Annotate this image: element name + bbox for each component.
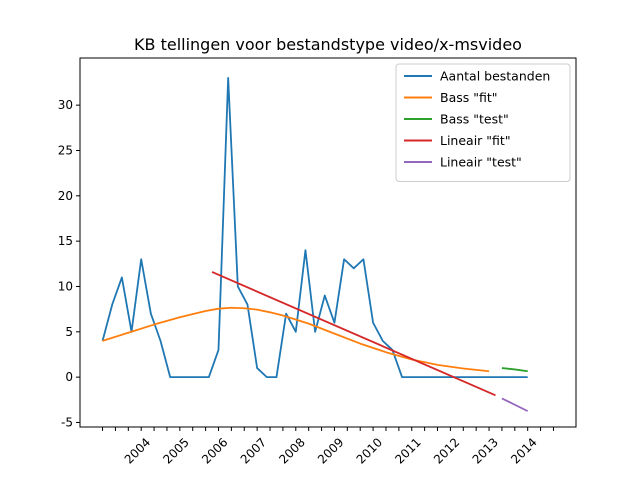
- legend-label: Lineair "fit": [440, 133, 511, 148]
- y-tick-label: 5: [65, 325, 73, 339]
- x-tick-label: 2008: [276, 435, 307, 466]
- y-tick-label: 25: [58, 143, 73, 157]
- y-tick-label: -5: [61, 415, 73, 429]
- plot-frame: [79, 57, 577, 428]
- x-tick-label: 2007: [238, 435, 269, 466]
- x-tick-label: 2014: [508, 435, 539, 466]
- x-tick-label: 2012: [431, 435, 462, 466]
- series-layer: [101, 77, 529, 412]
- x-tick-label: 2006: [199, 435, 230, 466]
- legend-label: Lineair "test": [440, 155, 522, 170]
- legend-label: Aantal bestanden: [440, 69, 550, 84]
- y-tick-label: 10: [58, 279, 73, 293]
- series-line-5: [501, 397, 529, 412]
- series-line-4: [211, 271, 496, 397]
- series-line-1: [101, 77, 528, 379]
- x-tick-label: 2009: [315, 435, 346, 466]
- x-tick-label: 2005: [160, 435, 191, 466]
- y-axis: -5 0 5 10 15 20 25 30: [58, 98, 80, 429]
- x-tick-label: 2004: [122, 435, 153, 466]
- y-tick-label: 0: [65, 370, 73, 384]
- y-tick-label: 30: [58, 98, 73, 112]
- x-axis: 2004 2005 2006 2007 2008 2009 2010 2011 2012 2013…: [102, 427, 554, 467]
- series-line-3: [501, 367, 528, 373]
- legend-label: Bass "test": [440, 112, 509, 127]
- x-tick-label: 2010: [354, 435, 385, 466]
- y-tick-label: 15: [58, 234, 73, 248]
- legend-label: Bass "fit": [440, 90, 498, 105]
- x-tick-label: 2013: [470, 435, 501, 466]
- x-tick-label: 2011: [392, 435, 423, 466]
- chart-title: KB tellingen voor bestandstype video/x-m…: [134, 35, 522, 54]
- legend-box: [395, 63, 571, 182]
- legend: Aantal bestanden Bass "fit" Bass "test" Lin…: [395, 63, 571, 182]
- y-tick-label: 20: [58, 189, 73, 203]
